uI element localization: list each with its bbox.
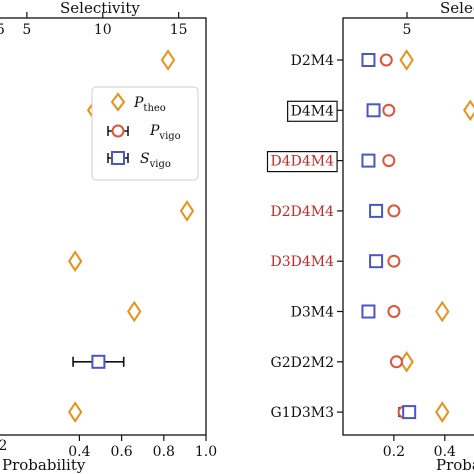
legend: Ptheo Pvigo Svigo (91, 86, 199, 181)
left-bottom-tick-label: 0.6 (110, 444, 132, 460)
category-label-box (266, 151, 338, 173)
left-top-tick-label: 10 (94, 22, 112, 38)
right-marks (361, 49, 474, 423)
legend-entry-s-vigo: Svigo (107, 151, 171, 170)
category-label: D2M4 (291, 53, 334, 69)
left-diamond-mark (67, 401, 83, 423)
left-bottom-tick-label: 1.0 (195, 444, 217, 460)
left-bottom-tick-label: 0.8 (153, 444, 175, 460)
right-square-mark (369, 203, 384, 218)
legend-label-p-vigo: Pvigo (149, 123, 181, 142)
right-diamond-mark (463, 99, 474, 122)
right-category-labels: D2M4 D4M4 D4D4M4 D2D4M4 D3D4M4 D3M4 G2D2M2 G1D3… (266, 53, 343, 421)
right-circle-mark (382, 154, 396, 168)
right-square-mark (361, 53, 376, 67)
left-diamond-mark (67, 250, 83, 273)
left-top-tick-label: 5 (22, 22, 31, 38)
category-label: D3D4M4 (270, 254, 334, 270)
right-square-mark (366, 103, 381, 118)
right-diamond-mark (435, 300, 450, 323)
left-bottom-axis-title: Probability (2, 456, 86, 474)
right-diamond-mark (435, 401, 450, 423)
category-label-box (287, 100, 338, 122)
left-diamond-mark (127, 300, 142, 323)
left-top-edge-tick-fragment: 5 (0, 22, 5, 38)
right-circle-mark (387, 254, 401, 268)
right-panel: Selectivity Probability D2M4D4M4D4D4M4D2… (266, 0, 474, 474)
left-plot-frame (0, 17, 207, 436)
right-diamond-mark (399, 350, 414, 373)
right-bottom-tick-label: 0.2 (383, 444, 405, 460)
right-square-mark (369, 254, 384, 269)
legend-entry-p-theo: Ptheo (110, 92, 166, 114)
category-label: D3M4 (291, 305, 334, 321)
right-top-axis-title: Selectivity (440, 0, 474, 17)
category-label: D4D4M4 (270, 154, 334, 170)
legend-label-p-theo: Ptheo (133, 95, 166, 114)
right-ticks: 0.2 0.4 5 (383, 12, 456, 460)
left-diamond-mark (179, 200, 195, 222)
left-panel: Selectivity Probability 5 .2 0.4 0.6 0.8 1.… (0, 0, 217, 474)
category-label: G1D3M3 (271, 405, 334, 421)
left-bottom-tick-label: 0.4 (68, 444, 90, 460)
right-circle-mark (387, 305, 401, 318)
legend-square-icon (111, 151, 125, 165)
category-label: G2D2M2 (271, 355, 334, 371)
legend-circle-icon (111, 124, 125, 138)
legend-diamond-icon (110, 92, 126, 112)
right-square-mark (361, 304, 376, 319)
right-plot-frame (342, 17, 474, 436)
right-circle-mark (379, 53, 393, 67)
right-circle-mark (387, 204, 401, 218)
right-top-tick-label: 5 (403, 22, 412, 38)
left-top-axis-title: Selectivity (60, 0, 140, 17)
legend-label-s-vigo: Svigo (140, 151, 171, 170)
left-bottom-edge-tick-fragment: .2 (0, 438, 7, 454)
right-bottom-axis-title: Probability (436, 456, 474, 474)
category-label: D4M4 (291, 103, 334, 119)
left-diamond-mark (160, 49, 176, 71)
left-ticks: 0.4 0.6 0.8 1.0 5 10 15 (22, 12, 217, 460)
left-top-tick-label: 15 (170, 22, 188, 38)
right-square-mark (361, 153, 376, 168)
right-circle-mark (382, 103, 396, 117)
category-label: D2D4M4 (270, 204, 334, 220)
right-square-mark (402, 405, 417, 420)
legend-entry-p-vigo: Pvigo (107, 123, 181, 142)
right-diamond-mark (399, 49, 414, 71)
right-circle-mark (389, 355, 403, 369)
left-square-mark (91, 354, 106, 369)
right-bottom-tick-label: 0.4 (434, 444, 456, 460)
